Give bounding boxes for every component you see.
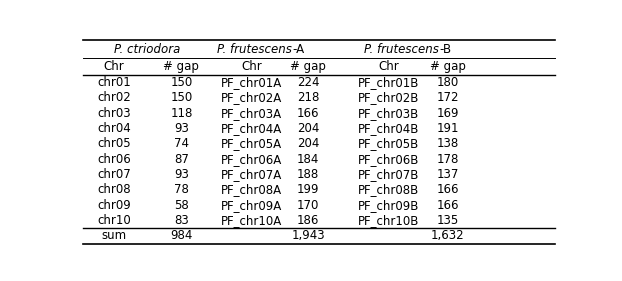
Text: 166: 166: [437, 183, 459, 196]
Text: PF_chr07B: PF_chr07B: [358, 168, 419, 181]
Text: 138: 138: [437, 137, 459, 150]
Text: P. ctriodora: P. ctriodora: [114, 43, 181, 56]
Text: PF_chr03B: PF_chr03B: [358, 106, 419, 119]
Text: 204: 204: [297, 122, 319, 135]
Text: PF_chr10A: PF_chr10A: [221, 214, 282, 227]
Text: chr09: chr09: [97, 199, 131, 212]
Text: PF_chr09B: PF_chr09B: [358, 199, 419, 212]
Text: PF_chr02A: PF_chr02A: [221, 91, 282, 104]
Text: PF_chr08A: PF_chr08A: [221, 183, 282, 196]
Text: PF_chr06A: PF_chr06A: [221, 153, 282, 166]
Text: PF_chr03A: PF_chr03A: [221, 106, 282, 119]
Text: PF_chr08B: PF_chr08B: [358, 183, 419, 196]
Text: PF_chr04B: PF_chr04B: [358, 122, 419, 135]
Text: chr02: chr02: [97, 91, 131, 104]
Text: chr10: chr10: [97, 214, 131, 227]
Text: 58: 58: [174, 199, 188, 212]
Text: chr03: chr03: [97, 106, 131, 119]
Text: 150: 150: [170, 76, 193, 89]
Text: Chr: Chr: [103, 60, 124, 73]
Text: sum: sum: [101, 229, 126, 243]
Text: PF_chr07A: PF_chr07A: [221, 168, 282, 181]
Text: chr06: chr06: [97, 153, 131, 166]
Text: 186: 186: [297, 214, 319, 227]
Text: PF_chr06B: PF_chr06B: [358, 153, 419, 166]
Text: chr08: chr08: [97, 183, 131, 196]
Text: 93: 93: [174, 122, 189, 135]
Text: chr04: chr04: [97, 122, 131, 135]
Text: 984: 984: [170, 229, 193, 243]
Text: 93: 93: [174, 168, 189, 181]
Text: PF_chr10B: PF_chr10B: [358, 214, 419, 227]
Text: 118: 118: [170, 106, 193, 119]
Text: 150: 150: [170, 91, 193, 104]
Text: 218: 218: [297, 91, 319, 104]
Text: PF_chr01B: PF_chr01B: [358, 76, 419, 89]
Text: P. frutescens: P. frutescens: [217, 43, 292, 56]
Text: # gap: # gap: [290, 60, 326, 73]
Text: 178: 178: [437, 153, 459, 166]
Text: chr05: chr05: [97, 137, 131, 150]
Text: 188: 188: [297, 168, 319, 181]
Text: -A: -A: [292, 43, 304, 56]
Text: 166: 166: [297, 106, 320, 119]
Text: 172: 172: [437, 91, 459, 104]
Text: 166: 166: [437, 199, 459, 212]
Text: 199: 199: [297, 183, 320, 196]
Text: Chr: Chr: [241, 60, 262, 73]
Text: 78: 78: [174, 183, 189, 196]
Text: 180: 180: [437, 76, 459, 89]
Text: PF_chr05B: PF_chr05B: [358, 137, 419, 150]
Text: 1,943: 1,943: [291, 229, 325, 243]
Text: PF_chr05A: PF_chr05A: [221, 137, 282, 150]
Text: 170: 170: [297, 199, 319, 212]
Text: P. frutescens: P. frutescens: [364, 43, 439, 56]
Text: 135: 135: [437, 214, 459, 227]
Text: # gap: # gap: [164, 60, 199, 73]
Text: 191: 191: [437, 122, 459, 135]
Text: 224: 224: [297, 76, 320, 89]
Text: 74: 74: [174, 137, 189, 150]
Text: 137: 137: [437, 168, 459, 181]
Text: -B: -B: [439, 43, 452, 56]
Text: 87: 87: [174, 153, 189, 166]
Text: 169: 169: [437, 106, 459, 119]
Text: 184: 184: [297, 153, 319, 166]
Text: PF_chr09A: PF_chr09A: [221, 199, 282, 212]
Text: 1,632: 1,632: [431, 229, 465, 243]
Text: PF_chr01A: PF_chr01A: [221, 76, 282, 89]
Text: PF_chr04A: PF_chr04A: [221, 122, 282, 135]
Text: 83: 83: [174, 214, 188, 227]
Text: 204: 204: [297, 137, 319, 150]
Text: chr01: chr01: [97, 76, 131, 89]
Text: Chr: Chr: [378, 60, 399, 73]
Text: # gap: # gap: [430, 60, 466, 73]
Text: chr07: chr07: [97, 168, 131, 181]
Text: PF_chr02B: PF_chr02B: [358, 91, 419, 104]
